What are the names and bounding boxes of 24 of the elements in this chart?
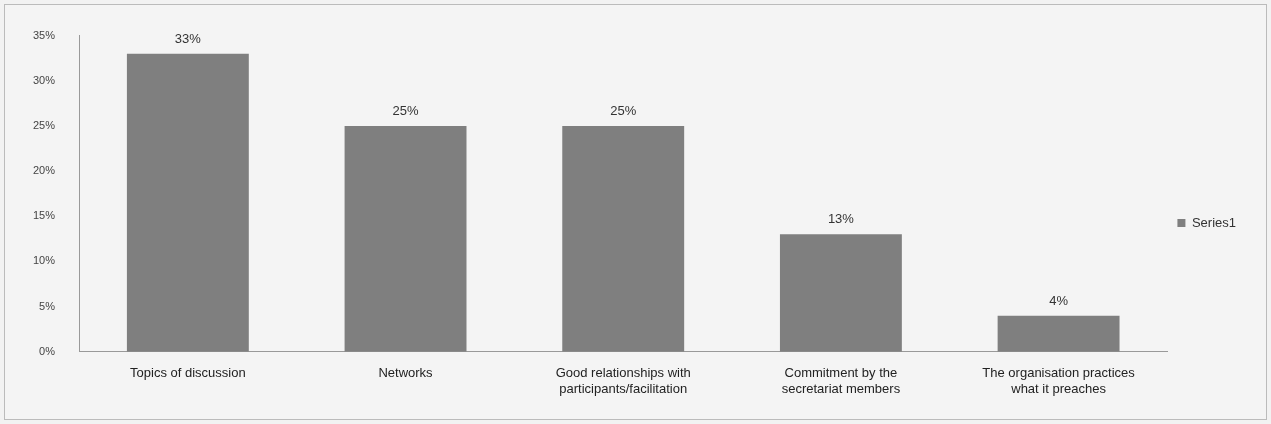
data-label: 33%: [174, 30, 202, 46]
data-label: 13%: [827, 211, 855, 227]
y-tick-label: 25%: [32, 118, 56, 131]
x-tick-label: The organisation practices what it preaches: [982, 365, 1136, 396]
y-tick-label: 10%: [32, 254, 56, 267]
x-tick-label: Networks: [378, 365, 434, 381]
x-tick-label: Commitment by the secretariat members: [781, 365, 901, 396]
bar: [779, 234, 902, 352]
x-tick-label: Topics of discussion: [130, 365, 246, 381]
bar: [126, 53, 249, 352]
y-tick-label: 20%: [32, 164, 56, 177]
data-label: 4%: [1049, 292, 1069, 308]
bar: [997, 315, 1120, 352]
bar: [344, 125, 467, 352]
y-tick-label: 5%: [39, 299, 56, 312]
legend-label: Series1: [1191, 214, 1236, 230]
y-tick-label: 30%: [32, 73, 56, 86]
y-tick-label: 35%: [32, 28, 56, 41]
data-label: 25%: [392, 103, 419, 119]
bar: [562, 125, 685, 352]
y-tick-label: 0%: [39, 344, 56, 357]
y-tick-label: 15%: [32, 209, 56, 222]
x-tick-label: Good relationships with participants/facilitation: [555, 365, 691, 396]
data-label: 25%: [610, 103, 637, 119]
